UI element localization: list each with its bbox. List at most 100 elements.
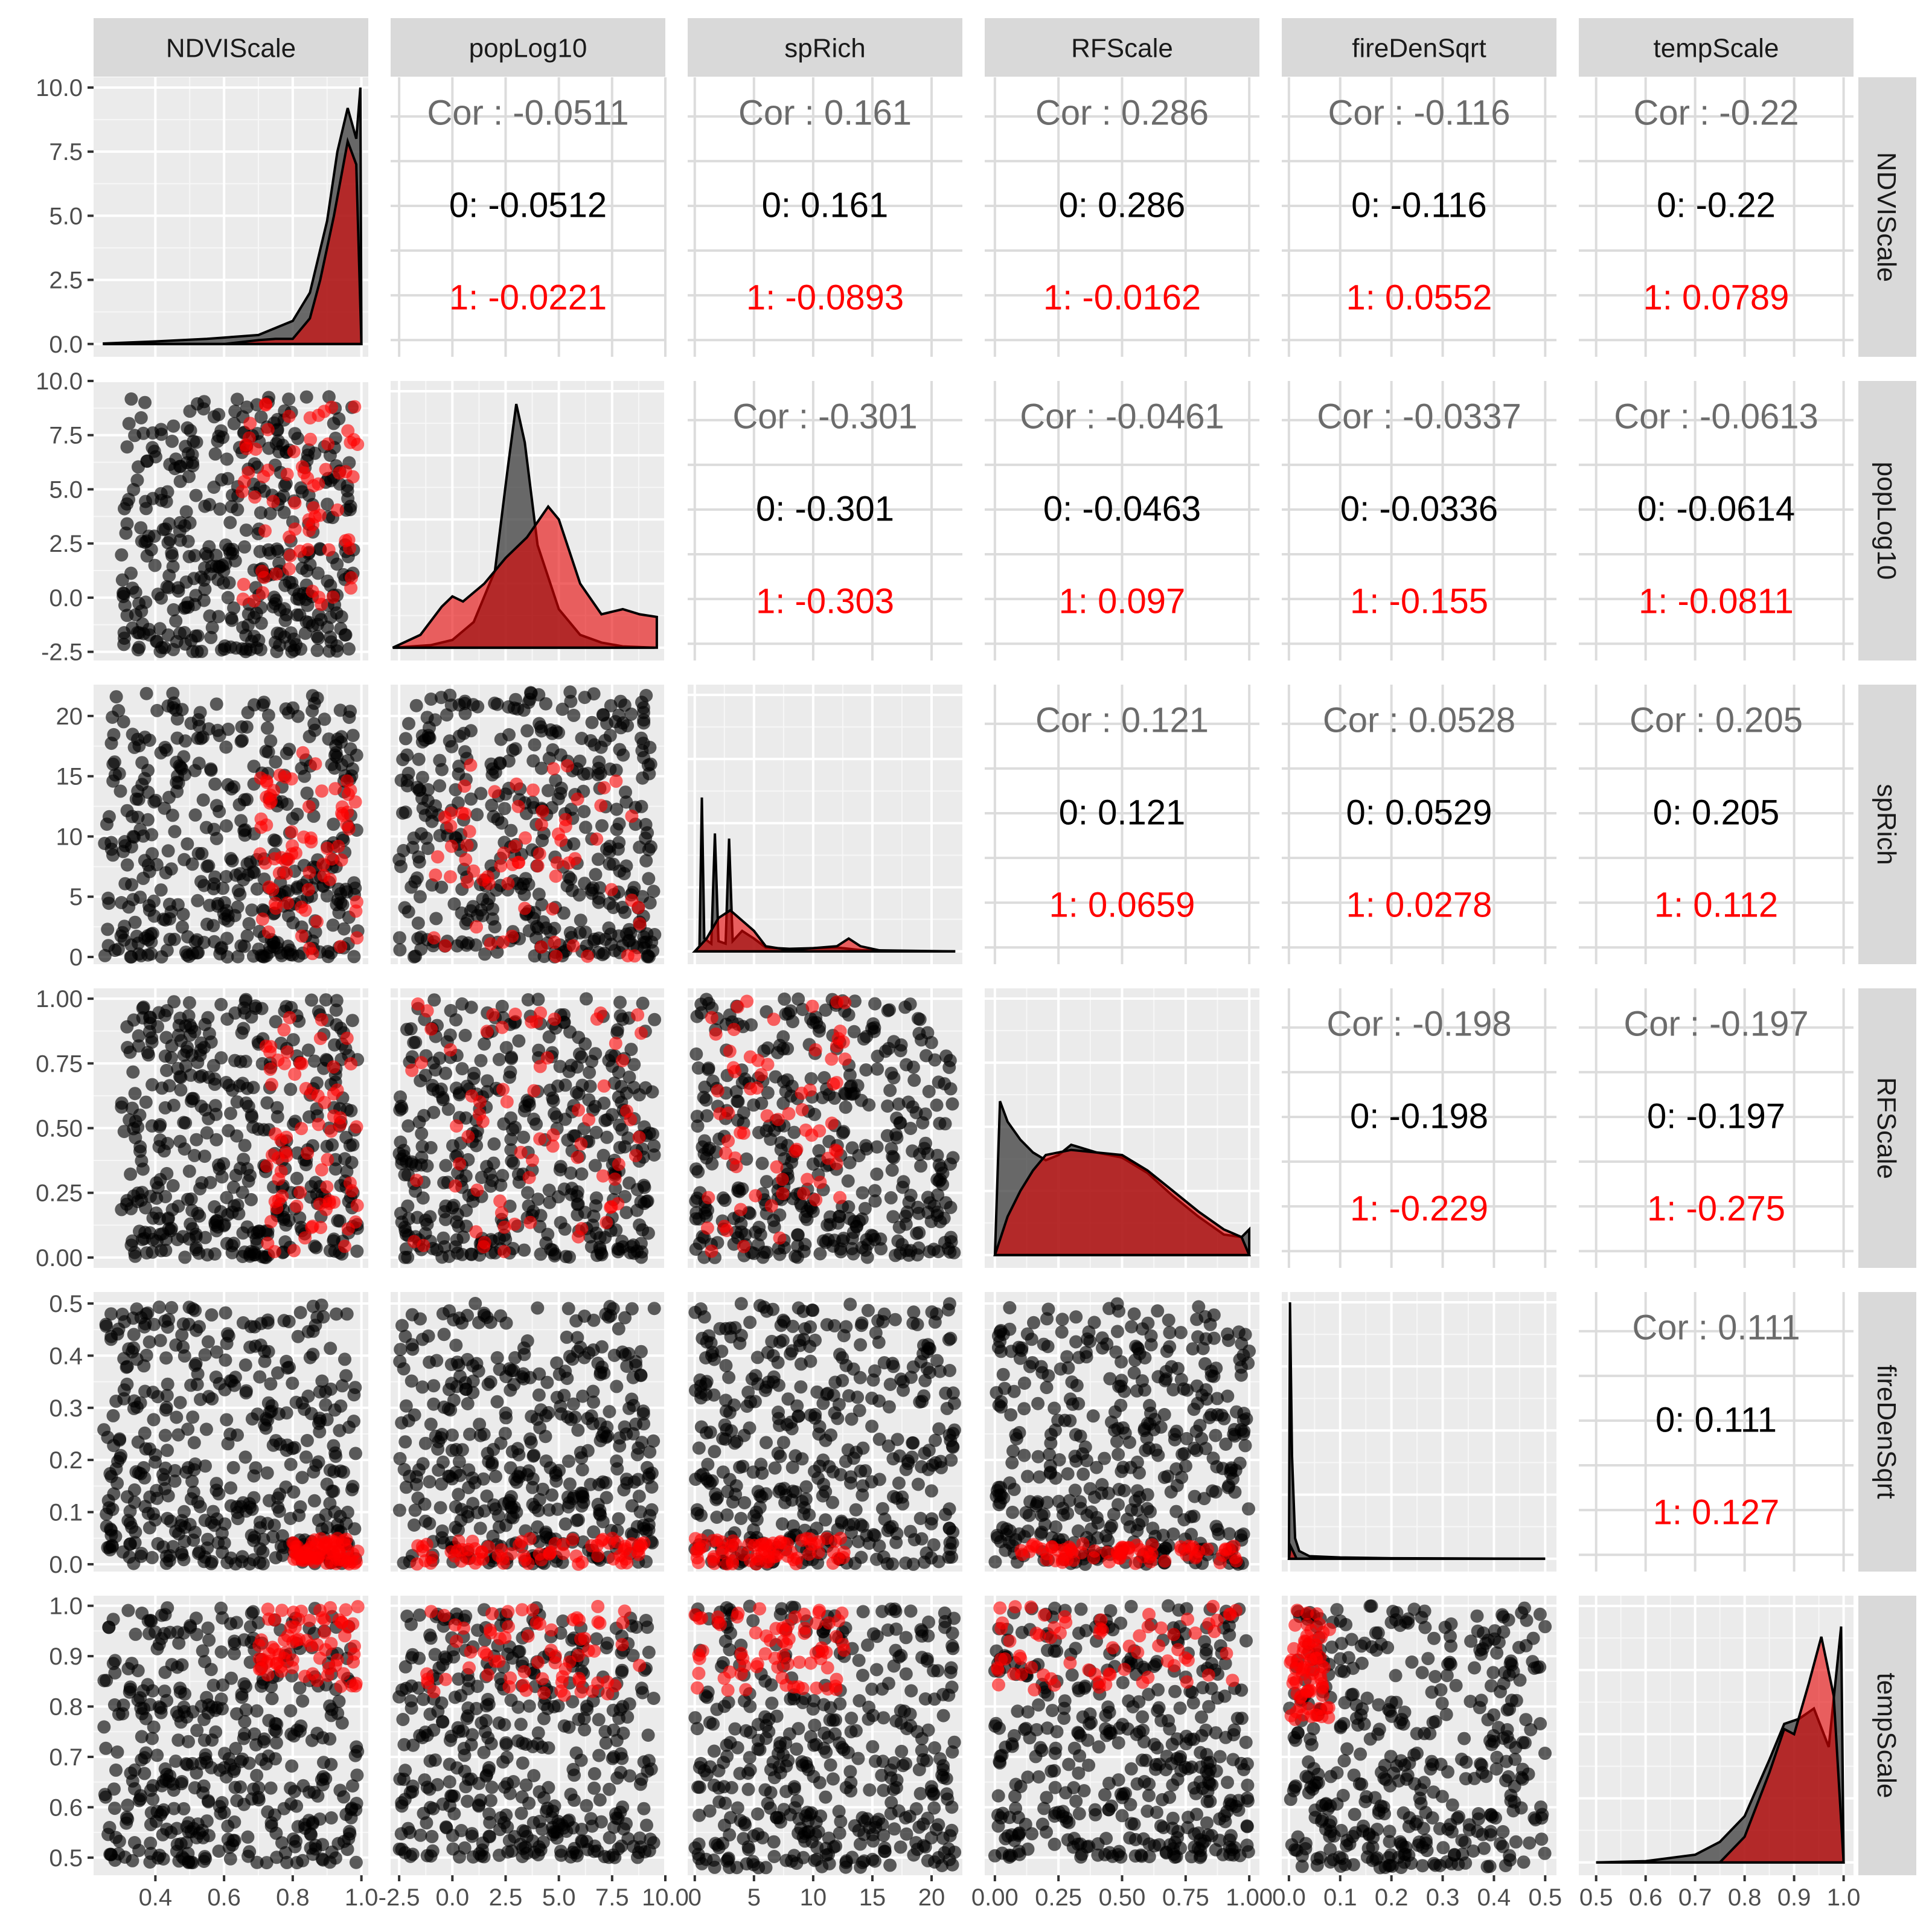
point-group-0 — [906, 1144, 920, 1158]
point-group-0 — [597, 1366, 611, 1380]
point-group-0 — [531, 993, 545, 1006]
point-group-0 — [131, 1195, 145, 1209]
point-group-0 — [210, 1483, 223, 1497]
point-group-0 — [447, 897, 461, 911]
point-group-0 — [906, 1436, 920, 1450]
point-group-0 — [295, 485, 309, 499]
point-group-1 — [548, 935, 561, 949]
point-group-0 — [439, 1159, 453, 1172]
point-group-0 — [186, 1410, 200, 1424]
point-group-0 — [747, 1098, 761, 1112]
point-group-0 — [542, 784, 555, 798]
point-group-0 — [126, 893, 140, 906]
point-group-0 — [141, 1506, 155, 1520]
point-group-0 — [636, 1404, 650, 1418]
point-group-0 — [392, 1503, 406, 1517]
point-group-1 — [476, 873, 490, 887]
strip-label: NDVIScale — [166, 34, 296, 63]
corr-group-0: 0: -0.198 — [1350, 1097, 1488, 1136]
point-group-0 — [894, 1038, 908, 1052]
density-group-1 — [392, 504, 658, 649]
point-group-0 — [883, 1084, 897, 1098]
point-group-1 — [517, 1549, 531, 1563]
point-group-1 — [260, 774, 273, 788]
point-group-0 — [214, 1051, 228, 1065]
point-group-0 — [918, 1107, 932, 1121]
panel-RFScale-NDVIScale — [94, 988, 368, 1268]
point-group-0 — [220, 1413, 234, 1427]
point-group-0 — [920, 1546, 933, 1560]
point-group-1 — [310, 915, 324, 929]
point-group-0 — [204, 630, 218, 644]
point-group-0 — [522, 877, 536, 891]
point-group-0 — [449, 1339, 463, 1352]
point-group-0 — [525, 1410, 539, 1424]
point-group-0 — [144, 935, 158, 949]
point-group-0 — [101, 923, 115, 936]
point-group-0 — [539, 1409, 553, 1422]
point-group-1 — [318, 405, 331, 418]
point-group-1 — [316, 857, 330, 871]
point-group-0 — [349, 1447, 362, 1460]
point-group-0 — [915, 1033, 928, 1047]
point-group-1 — [275, 1189, 289, 1203]
point-group-1 — [518, 901, 532, 915]
point-group-1 — [534, 1006, 548, 1020]
point-group-0 — [273, 638, 287, 652]
point-group-0 — [564, 694, 578, 708]
point-group-0 — [522, 1098, 536, 1112]
point-group-0 — [210, 799, 223, 813]
point-group-0 — [870, 1552, 883, 1566]
point-group-1 — [295, 1122, 309, 1136]
point-group-0 — [139, 686, 153, 700]
point-group-0 — [339, 1369, 353, 1383]
point-group-0 — [182, 1232, 196, 1246]
point-group-1 — [609, 774, 623, 788]
corr-group-0: 0: -0.22 — [1657, 186, 1776, 225]
point-group-0 — [760, 1175, 773, 1189]
point-group-0 — [508, 1351, 522, 1364]
point-group-1 — [351, 1544, 365, 1558]
point-group-0 — [313, 1412, 327, 1425]
point-group-0 — [194, 1036, 208, 1050]
point-group-0 — [169, 1524, 182, 1538]
point-group-0 — [253, 1556, 267, 1570]
corr-group-1: 1: 0.097 — [1059, 581, 1186, 621]
point-group-0 — [136, 1001, 150, 1015]
point-group-1 — [282, 562, 296, 576]
point-group-0 — [215, 1170, 229, 1184]
point-group-0 — [480, 1311, 494, 1324]
point-group-0 — [227, 601, 241, 615]
panel-marks — [98, 686, 365, 964]
point-group-0 — [424, 693, 438, 706]
point-group-1 — [566, 939, 580, 953]
point-group-1 — [838, 1052, 852, 1066]
point-group-0 — [201, 1335, 215, 1349]
point-group-0 — [843, 1156, 857, 1169]
point-group-0 — [220, 932, 234, 945]
point-group-0 — [167, 642, 181, 656]
point-group-0 — [112, 704, 126, 717]
point-group-1 — [427, 931, 441, 945]
corr-overall: Cor : -0.198 — [1326, 1005, 1511, 1044]
point-group-0 — [401, 905, 415, 919]
point-group-0 — [143, 1226, 157, 1239]
point-group-0 — [191, 1495, 205, 1509]
point-group-1 — [523, 1532, 537, 1546]
point-group-0 — [282, 392, 296, 406]
point-group-0 — [626, 1427, 640, 1441]
point-group-0 — [856, 1519, 869, 1533]
point-group-1 — [522, 1171, 536, 1185]
point-group-1 — [260, 1159, 273, 1173]
point-group-0 — [610, 1454, 624, 1468]
point-group-0 — [610, 1380, 624, 1393]
point-group-0 — [481, 1377, 495, 1391]
point-group-0 — [845, 1232, 859, 1246]
point-group-0 — [240, 400, 254, 414]
point-group-1 — [458, 779, 472, 793]
point-group-0 — [578, 926, 592, 939]
point-group-0 — [793, 1339, 807, 1352]
panel-marks — [689, 992, 961, 1264]
point-group-0 — [112, 1322, 126, 1336]
